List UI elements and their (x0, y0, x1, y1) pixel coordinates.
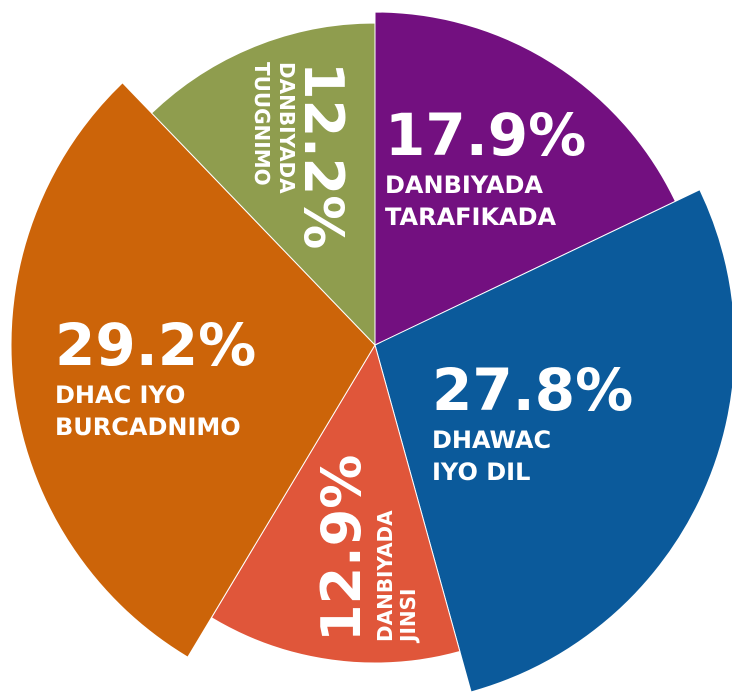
category-label: IYO DIL (432, 458, 530, 486)
value-label: 17.9% (385, 101, 586, 169)
value-label: 12.2% (292, 62, 355, 249)
pie-slice (150, 22, 376, 347)
slice-label: 12.9% DANBIYADA JINSI (310, 455, 420, 644)
category-label: TARAFIKADA (385, 203, 557, 231)
slice-label: 27.8%DHAWAC IYO DIL (432, 356, 633, 486)
slice-label: 29.2%DHAC IYO BURCADNIMO (55, 311, 256, 441)
category-label: DANBIYADA (275, 62, 299, 194)
category-label: DANBIYADA (385, 171, 543, 199)
category-label: TUUGNIMO (250, 62, 274, 186)
slice-label: 17.9%DANBIYADA TARAFIKADA (385, 101, 586, 231)
category-label: BURCADNIMO (55, 413, 241, 441)
category-label: DANBIYADA (373, 510, 397, 642)
category-label: DHAWAC (432, 426, 551, 454)
pie-slice (210, 343, 461, 664)
category-label: DHAC IYO (55, 381, 185, 409)
value-label: 12.9% (310, 455, 373, 642)
value-label: 27.8% (432, 356, 633, 424)
value-label: 29.2% (55, 311, 256, 379)
pie-slice (374, 11, 677, 346)
pie-slice (10, 82, 376, 658)
category-label: JINSI (396, 589, 420, 644)
pie-slice (374, 189, 732, 693)
